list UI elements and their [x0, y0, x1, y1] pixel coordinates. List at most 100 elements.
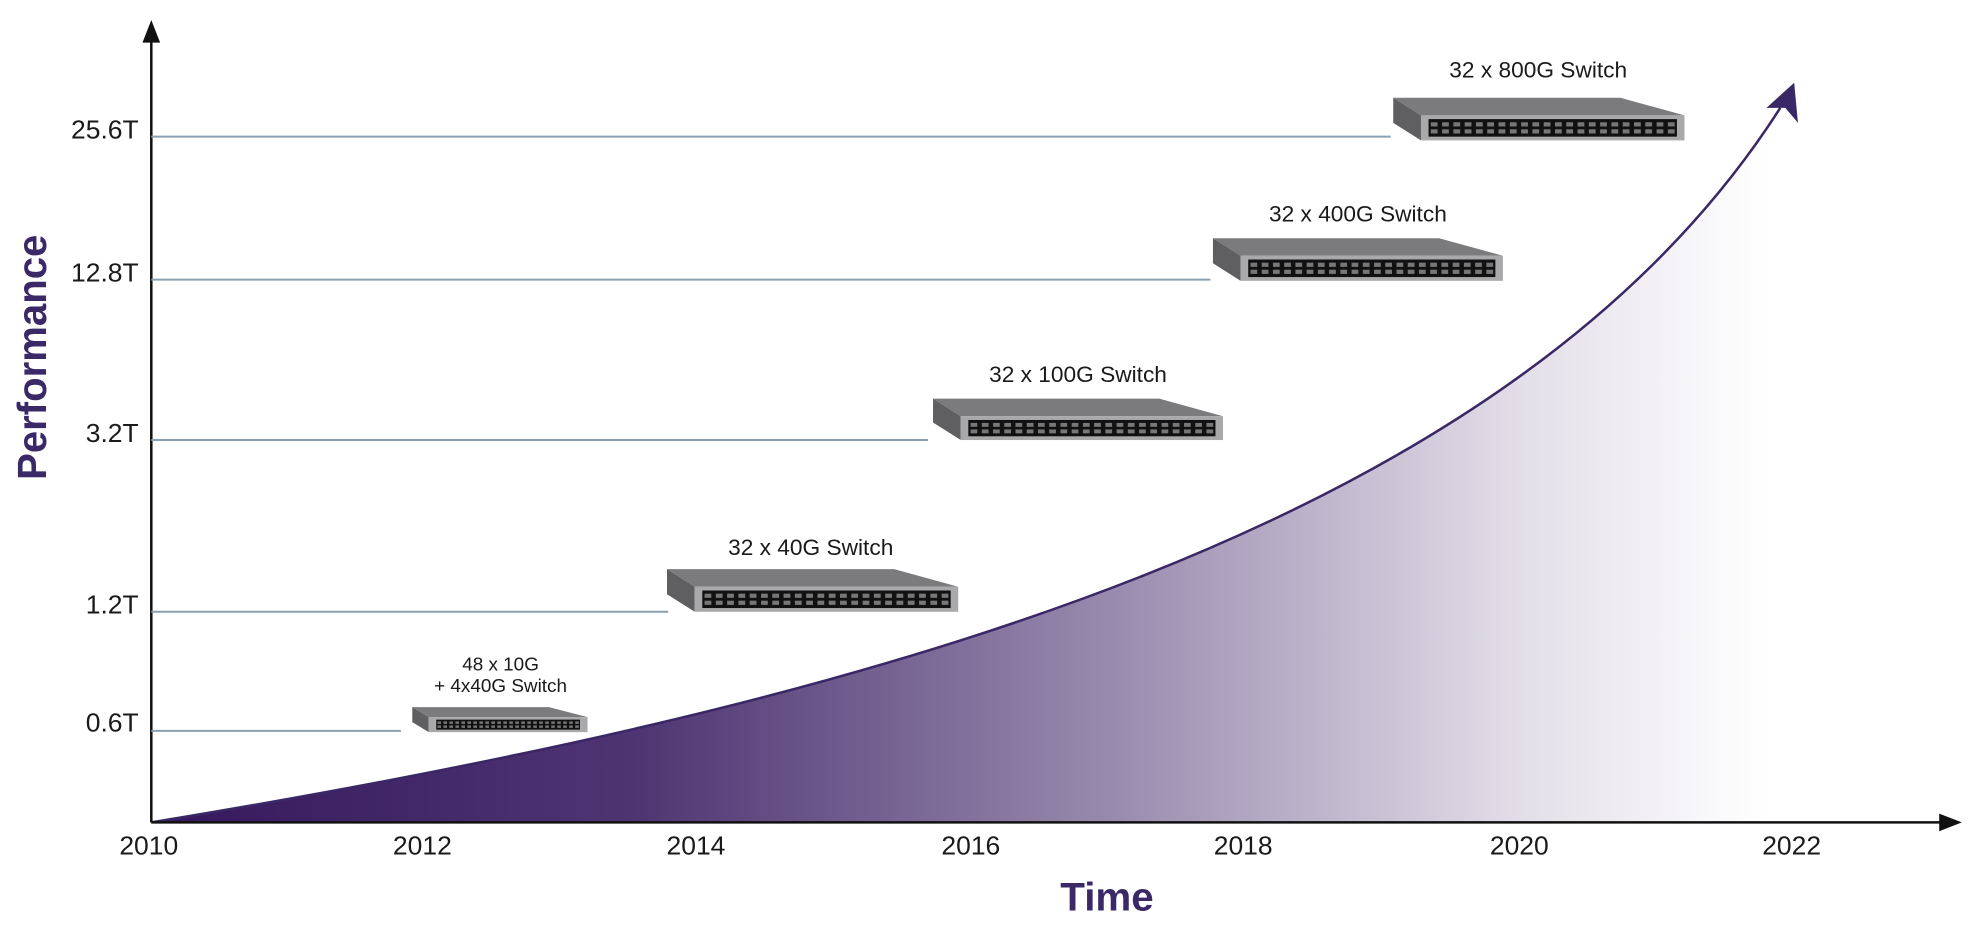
growth-curve [151, 107, 1782, 824]
port [1442, 129, 1449, 134]
port [1577, 129, 1585, 134]
port [1351, 269, 1359, 274]
port [1645, 122, 1653, 127]
port [1060, 422, 1068, 427]
switch-ports [968, 419, 1216, 437]
port [521, 725, 525, 728]
x-tick-label: 2022 [1762, 831, 1821, 861]
port [1611, 129, 1619, 134]
port [1463, 262, 1471, 267]
port [1082, 429, 1090, 434]
port [1161, 429, 1169, 434]
port [1452, 262, 1460, 267]
switch-top [933, 398, 1224, 417]
port [840, 600, 847, 605]
y-tick-label: 3.2T [86, 418, 139, 448]
y-tick-label: 12.8T [71, 258, 139, 288]
port [1295, 269, 1303, 274]
port [485, 721, 489, 724]
port [1611, 122, 1619, 127]
port [1127, 422, 1135, 427]
port [1105, 429, 1113, 434]
port [515, 725, 519, 728]
port [1667, 129, 1675, 134]
port [557, 721, 561, 724]
x-tick-label: 2016 [941, 831, 1000, 861]
port [1463, 269, 1471, 274]
switch-ports [1248, 259, 1496, 278]
port [497, 721, 501, 724]
port [497, 725, 501, 728]
port [1407, 269, 1415, 274]
port [993, 422, 1000, 427]
y-axis-title: Performance [10, 235, 55, 480]
port [1116, 422, 1124, 427]
port [1600, 122, 1607, 127]
port [1317, 262, 1325, 267]
curve-arrowhead [1766, 82, 1798, 123]
port [1250, 262, 1258, 267]
port [760, 593, 768, 598]
port [1094, 429, 1101, 434]
port [1667, 122, 1675, 127]
port [485, 725, 489, 728]
port [527, 725, 531, 728]
port [1464, 129, 1472, 134]
port [437, 725, 442, 728]
port [1295, 262, 1303, 267]
port [1442, 122, 1449, 127]
x-tick-label: 2018 [1214, 831, 1273, 861]
port [1049, 422, 1056, 427]
port [1622, 129, 1630, 134]
port [1577, 122, 1585, 127]
port [840, 593, 847, 598]
switch-ports [702, 590, 951, 609]
port [851, 600, 859, 605]
port [896, 593, 904, 598]
port [1487, 122, 1495, 127]
switch-label: 32 x 400G Switch [1269, 202, 1447, 227]
port [919, 600, 926, 605]
switch-top [412, 707, 588, 718]
port [479, 721, 483, 724]
port [896, 600, 904, 605]
port [503, 725, 507, 728]
port [1385, 262, 1393, 267]
port [1645, 129, 1653, 134]
switch-label: 48 x 10G [462, 654, 539, 675]
port [930, 593, 938, 598]
port [1566, 122, 1574, 127]
growth-area [151, 97, 1788, 823]
port [533, 725, 537, 728]
port [1600, 129, 1607, 134]
port [970, 422, 978, 427]
port [1588, 122, 1596, 127]
port [1430, 129, 1438, 134]
port [1554, 129, 1562, 134]
port [1015, 422, 1023, 427]
port [1521, 122, 1528, 127]
port [704, 600, 712, 605]
port [1261, 269, 1269, 274]
port [1622, 122, 1630, 127]
port [941, 600, 949, 605]
port [1172, 422, 1180, 427]
port [851, 593, 859, 598]
port [1306, 269, 1314, 274]
y-tick-label: 1.2T [86, 590, 139, 620]
port [749, 600, 757, 605]
port [1026, 429, 1034, 434]
switch-top [666, 569, 959, 587]
port [563, 725, 567, 728]
port [1329, 269, 1336, 274]
port [1094, 422, 1101, 427]
port [981, 429, 989, 434]
port [1532, 129, 1540, 134]
y-axis-arrow [142, 20, 161, 43]
port [1060, 429, 1068, 434]
port [1362, 269, 1370, 274]
port [545, 725, 549, 728]
port [533, 721, 537, 724]
port [1183, 422, 1191, 427]
